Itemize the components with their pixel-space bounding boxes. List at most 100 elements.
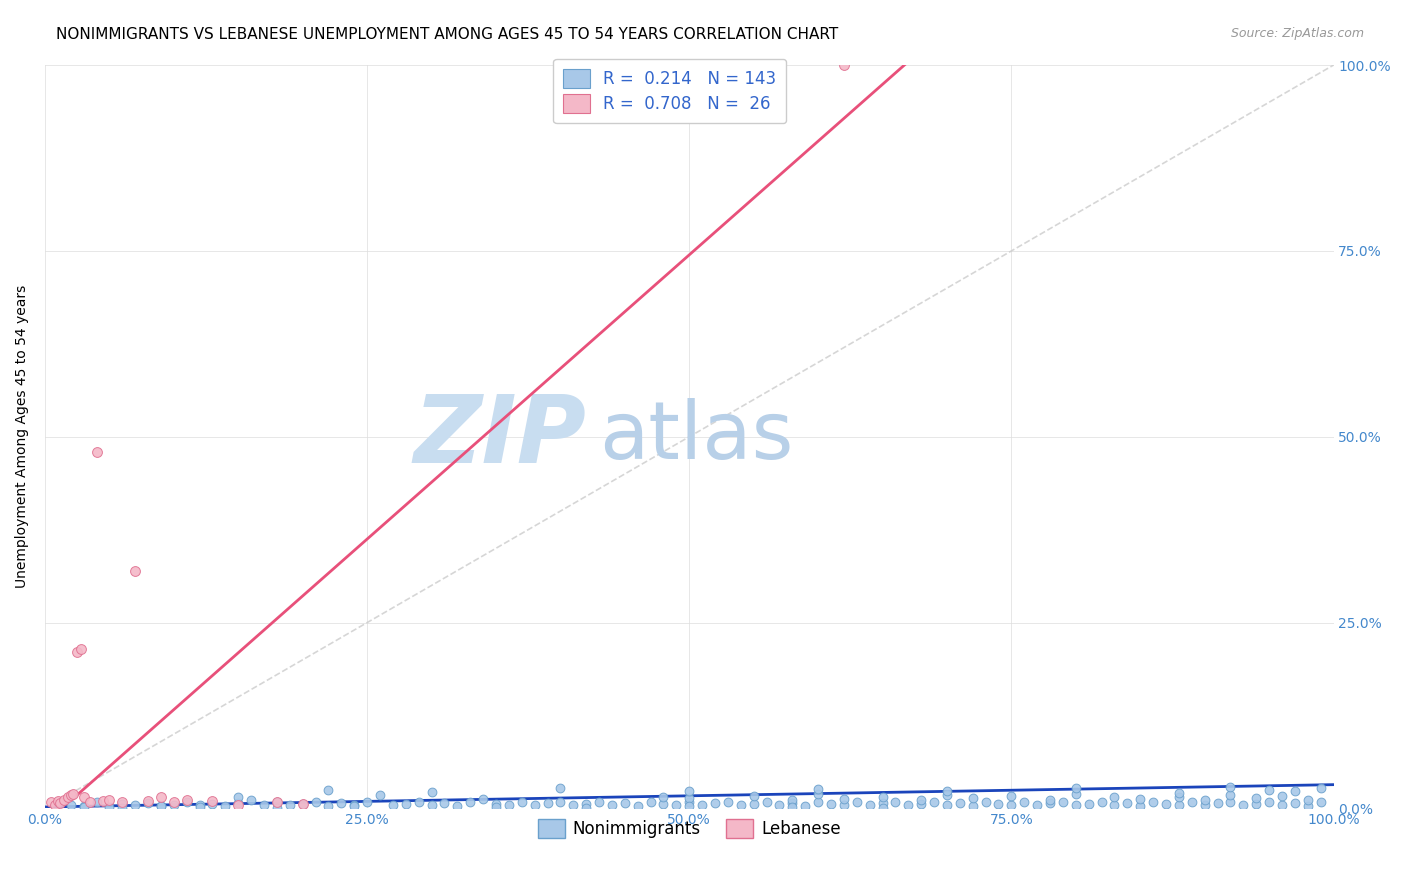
Point bbox=[1219, 795, 1241, 809]
Point bbox=[1012, 796, 1035, 810]
Point bbox=[214, 799, 236, 814]
Point bbox=[41, 796, 63, 810]
Point bbox=[226, 790, 249, 805]
Point bbox=[1154, 797, 1177, 811]
Point bbox=[588, 796, 610, 810]
Point bbox=[807, 782, 830, 797]
Point bbox=[72, 790, 94, 805]
Point bbox=[79, 796, 101, 810]
Point bbox=[124, 564, 146, 578]
Point bbox=[678, 799, 700, 814]
Point bbox=[98, 792, 121, 806]
Point bbox=[962, 799, 984, 814]
Point bbox=[498, 798, 520, 813]
Point bbox=[266, 795, 288, 809]
Point bbox=[872, 800, 894, 814]
Point bbox=[163, 796, 186, 810]
Point bbox=[86, 796, 108, 810]
Point bbox=[510, 796, 533, 810]
Point bbox=[987, 797, 1010, 811]
Point bbox=[884, 795, 907, 809]
Point bbox=[59, 797, 82, 812]
Point bbox=[278, 798, 301, 813]
Point bbox=[72, 800, 94, 814]
Point bbox=[318, 799, 340, 814]
Point bbox=[600, 797, 623, 812]
Point bbox=[1284, 796, 1306, 810]
Point bbox=[1026, 797, 1049, 812]
Point bbox=[485, 800, 508, 814]
Point bbox=[1167, 789, 1189, 804]
Point bbox=[1296, 793, 1319, 807]
Point bbox=[1219, 788, 1241, 802]
Point bbox=[872, 789, 894, 804]
Point bbox=[44, 797, 66, 812]
Point bbox=[66, 645, 89, 659]
Point bbox=[266, 800, 288, 814]
Point bbox=[652, 789, 675, 804]
Point bbox=[291, 797, 314, 811]
Point bbox=[188, 800, 211, 814]
Point bbox=[291, 797, 314, 811]
Point bbox=[62, 787, 84, 801]
Point bbox=[1232, 798, 1254, 813]
Point bbox=[420, 785, 443, 799]
Point bbox=[1271, 789, 1294, 803]
Point bbox=[1104, 797, 1126, 812]
Point bbox=[678, 796, 700, 810]
Point bbox=[446, 799, 468, 814]
Point bbox=[1129, 791, 1152, 805]
Point bbox=[936, 788, 959, 802]
Point bbox=[1064, 798, 1087, 813]
Point bbox=[807, 795, 830, 809]
Point bbox=[188, 798, 211, 813]
Point bbox=[1129, 799, 1152, 814]
Point bbox=[98, 800, 121, 814]
Point bbox=[550, 780, 572, 795]
Point bbox=[356, 795, 378, 809]
Text: atlas: atlas bbox=[599, 398, 793, 475]
Point bbox=[1271, 797, 1294, 812]
Point bbox=[176, 796, 198, 810]
Point bbox=[111, 796, 134, 810]
Point bbox=[575, 800, 598, 814]
Point bbox=[1052, 795, 1074, 809]
Text: Source: ZipAtlas.com: Source: ZipAtlas.com bbox=[1230, 27, 1364, 40]
Point bbox=[330, 796, 353, 810]
Point bbox=[368, 788, 391, 802]
Point bbox=[717, 795, 740, 809]
Point bbox=[845, 796, 868, 810]
Point bbox=[72, 799, 94, 814]
Point bbox=[1104, 790, 1126, 805]
Legend: Nonimmigrants, Lebanese: Nonimmigrants, Lebanese bbox=[531, 812, 848, 845]
Point bbox=[136, 796, 159, 810]
Point bbox=[562, 798, 585, 813]
Point bbox=[523, 797, 546, 812]
Point bbox=[472, 791, 495, 805]
Point bbox=[1309, 795, 1331, 809]
Point bbox=[201, 797, 224, 811]
Point bbox=[149, 790, 172, 805]
Point bbox=[742, 797, 765, 811]
Point bbox=[755, 796, 778, 810]
Point bbox=[111, 797, 134, 811]
Point bbox=[1000, 789, 1022, 803]
Point bbox=[70, 641, 93, 656]
Point bbox=[872, 796, 894, 810]
Point bbox=[768, 797, 790, 812]
Point bbox=[897, 798, 920, 813]
Point bbox=[149, 799, 172, 814]
Point bbox=[962, 791, 984, 805]
Point bbox=[433, 796, 456, 810]
Point bbox=[381, 798, 404, 813]
Point bbox=[794, 799, 817, 814]
Point bbox=[59, 788, 82, 802]
Point bbox=[1181, 796, 1204, 810]
Point bbox=[226, 797, 249, 812]
Text: ZIP: ZIP bbox=[413, 391, 586, 483]
Point bbox=[652, 797, 675, 811]
Point bbox=[1167, 798, 1189, 813]
Y-axis label: Unemployment Among Ages 45 to 54 years: Unemployment Among Ages 45 to 54 years bbox=[15, 285, 30, 589]
Point bbox=[936, 783, 959, 797]
Point bbox=[343, 797, 366, 812]
